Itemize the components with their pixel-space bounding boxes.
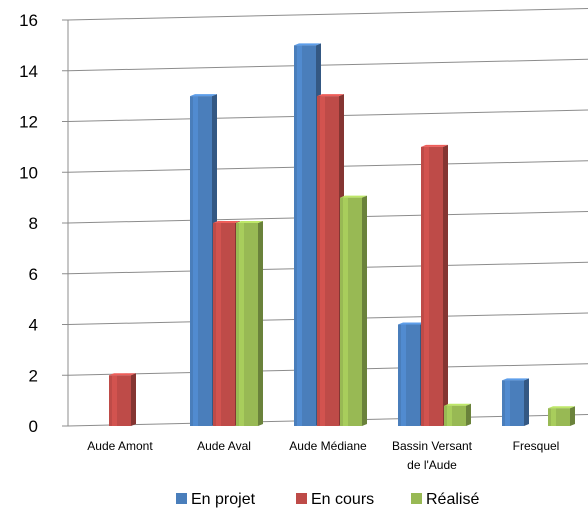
- legend-label: En projet: [191, 491, 256, 508]
- y-tick-label: 6: [29, 265, 38, 284]
- bars: [109, 43, 575, 426]
- bar-en-cours: [421, 144, 448, 426]
- gridline: [67, 8, 588, 21]
- legend-label: Réalisé: [426, 491, 479, 508]
- legend-swatch: [296, 493, 307, 504]
- x-tick-label: Fresquel: [513, 439, 560, 453]
- y-tick-label: 16: [19, 11, 38, 30]
- bar-r-alis-: [236, 221, 263, 426]
- legend-swatch: [411, 493, 422, 504]
- legend-swatch: [176, 493, 187, 504]
- y-tick-label: 10: [19, 163, 38, 182]
- legend: En projet En cours Réalisé: [176, 491, 479, 508]
- bar-en-projet: [502, 378, 529, 426]
- x-tick-label: Aude Amont: [87, 439, 153, 453]
- bar-en-cours: [213, 221, 240, 426]
- legend-item-r-alis-: Réalisé: [411, 491, 479, 508]
- y-tick-label: 8: [29, 214, 38, 233]
- x-tick-label: Bassin Versant de l'Aude: [392, 439, 473, 472]
- y-tick-label: 0: [29, 417, 38, 436]
- bar-en-projet: [294, 43, 321, 426]
- y-axis-ticks: 0 2 4 6 8 10 12 14 16: [19, 11, 38, 436]
- y-tick-label: 12: [19, 113, 38, 132]
- bar-en-projet: [190, 94, 217, 426]
- bar-en-cours: [317, 94, 344, 426]
- x-tick-label: Aude Aval: [197, 439, 251, 453]
- legend-label: En cours: [311, 491, 374, 508]
- bar-r-alis-: [340, 195, 367, 426]
- y-tick-label: 2: [29, 366, 38, 385]
- legend-item-en-cours: En cours: [296, 491, 374, 508]
- bar-r-alis-: [548, 406, 575, 426]
- y-tick-label: 4: [29, 316, 38, 335]
- bar-r-alis-: [444, 403, 471, 426]
- y-tick-label: 14: [19, 62, 38, 81]
- gridline: [67, 58, 588, 72]
- bar-en-cours: [109, 373, 136, 426]
- x-tick-label: Aude Médiane: [289, 439, 367, 453]
- bar-en-projet: [398, 322, 425, 426]
- legend-item-en-projet: En projet: [176, 491, 256, 508]
- x-axis-ticks: Aude Amont Aude Aval Aude Médiane Bassin Ve…: [87, 439, 559, 472]
